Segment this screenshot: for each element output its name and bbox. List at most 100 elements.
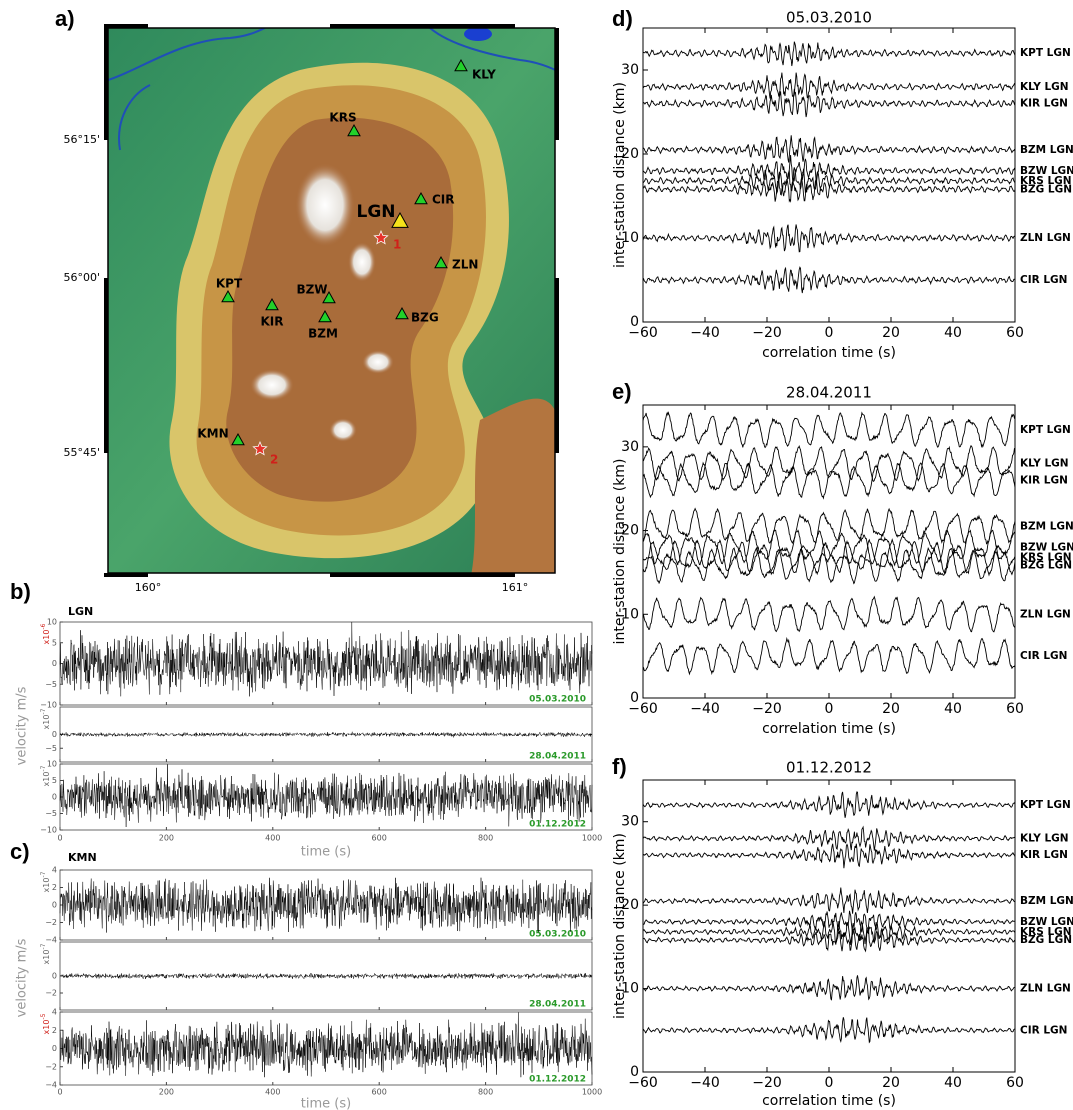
correlation-trace	[642, 135, 1016, 163]
trace-label: ZLN LGN	[1020, 608, 1071, 620]
y-tick-label: −2	[45, 1062, 57, 1071]
trace-label: KRS LGN	[1020, 926, 1072, 938]
date-label: 01.12.2012	[529, 820, 586, 830]
station-marker	[221, 289, 235, 303]
lat-label: 55°45'	[63, 446, 100, 459]
exponent: x10-6	[40, 623, 51, 644]
station-label: KIR	[260, 315, 283, 329]
x-tick-label: 0	[825, 325, 834, 341]
panel-label: c)	[10, 839, 30, 864]
y-axis-label: inter-station distance (km)	[612, 833, 628, 1019]
station-label: ZLN	[452, 258, 478, 272]
y-tick-label: −5	[45, 744, 57, 753]
exponent-power: -5	[40, 1013, 47, 1019]
y-tick-label: 10	[621, 981, 639, 997]
y-tick-label: 0	[52, 901, 57, 910]
exponent-base: x10	[42, 772, 51, 787]
date-label: 28.04.2011	[529, 1000, 586, 1010]
exponent-base: x10	[42, 630, 51, 645]
correlation-trace	[642, 154, 1016, 184]
exponent-power: -7	[40, 765, 47, 771]
y-tick-label: 30	[621, 439, 639, 455]
x-tick-label: 800	[478, 834, 493, 843]
x-tick-label: 60	[1006, 701, 1024, 717]
y-axis-label: velocity m/s	[15, 686, 30, 765]
y-tick-label: 20	[621, 523, 639, 539]
date-label: 05.03.2010	[529, 930, 586, 940]
y-tick-label: −4	[45, 936, 57, 945]
trace-label: BZM LGN	[1020, 144, 1073, 156]
x-tick-label: 60	[1006, 325, 1024, 341]
station-marker	[391, 211, 409, 228]
y-tick-label: 10	[47, 618, 57, 627]
panel-title: 28.04.2011	[786, 384, 872, 402]
x-axis-label: time (s)	[301, 1097, 351, 1110]
trace-label: KIR LGN	[1020, 849, 1068, 861]
correlation-trace	[642, 224, 1016, 253]
exponent-power: -7	[40, 943, 47, 949]
correlation-trace	[642, 636, 1016, 676]
y-tick-label: 0	[630, 690, 639, 706]
panel-label: a)	[55, 6, 75, 31]
x-tick-label: 40	[944, 701, 962, 717]
event-label: 1	[393, 238, 401, 252]
map-terrain	[108, 28, 555, 573]
x-tick-label: 40	[944, 325, 962, 341]
trace-label: KLY LGN	[1020, 832, 1069, 844]
trace-label: KLY LGN	[1020, 81, 1069, 93]
x-tick-label: 40	[944, 1075, 962, 1091]
x-tick-label: 200	[159, 834, 174, 843]
correlation-trace	[642, 919, 1016, 946]
station-marker	[231, 432, 245, 446]
station-label: BZG	[411, 311, 439, 325]
trace-label: KIR LGN	[1020, 98, 1068, 110]
x-tick-label: 0	[825, 1075, 834, 1091]
y-tick-label: 0	[52, 730, 57, 739]
x-tick-label: 400	[265, 1088, 280, 1097]
correlation-trace	[642, 461, 1016, 500]
trace-label: BZW LGN	[1020, 541, 1073, 553]
correlation-trace	[642, 595, 1016, 633]
seismogram	[59, 622, 593, 697]
lat-label: 56°00'	[63, 271, 100, 284]
x-axis-label: correlation time (s)	[762, 345, 896, 361]
y-tick-label: 4	[52, 866, 57, 875]
event-star	[373, 229, 389, 245]
station-name: KMN	[68, 851, 97, 864]
station-name: LGN	[68, 605, 93, 618]
trace-label: BZW LGN	[1020, 916, 1073, 928]
exponent-power: -7	[40, 708, 47, 714]
exponent: x10-7	[40, 765, 51, 786]
panel-label: d)	[612, 6, 633, 31]
y-tick-label: 0	[52, 972, 57, 981]
trace-label: ZLN LGN	[1020, 232, 1071, 244]
y-tick-label: 0	[630, 1064, 639, 1080]
station-marker	[434, 255, 448, 269]
correlation-trace	[642, 529, 1016, 567]
trace-label: BZM LGN	[1020, 520, 1073, 532]
y-axis-label: inter-station distance (km)	[612, 459, 628, 645]
seismogram	[59, 764, 593, 828]
trace-label: KRS LGN	[1020, 175, 1072, 187]
y-tick-label: −4	[45, 1081, 57, 1090]
trace-label: KPT LGN	[1020, 799, 1071, 811]
trace-label: KPT LGN	[1020, 424, 1071, 436]
panel-title: 01.12.2012	[786, 759, 872, 777]
y-tick-label: 0	[52, 1044, 57, 1053]
y-axis-label: velocity m/s	[15, 938, 30, 1017]
x-tick-label: −40	[690, 701, 720, 717]
correlation-trace	[642, 507, 1016, 545]
x-tick-label: 600	[372, 834, 387, 843]
x-tick-label: −40	[690, 325, 720, 341]
y-tick-label: 10	[621, 606, 639, 622]
y-tick-label: 10	[47, 760, 57, 769]
station-marker	[265, 297, 279, 311]
lon-label: 161°	[502, 581, 529, 594]
trace-label: CIR LGN	[1020, 1024, 1067, 1036]
y-tick-label: −2	[45, 989, 57, 998]
correlation-trace	[642, 1017, 1016, 1044]
date-label: 28.04.2011	[529, 752, 586, 762]
station-label: KPT	[216, 277, 243, 291]
plot-frame	[642, 27, 1016, 323]
seismogram	[59, 972, 593, 980]
